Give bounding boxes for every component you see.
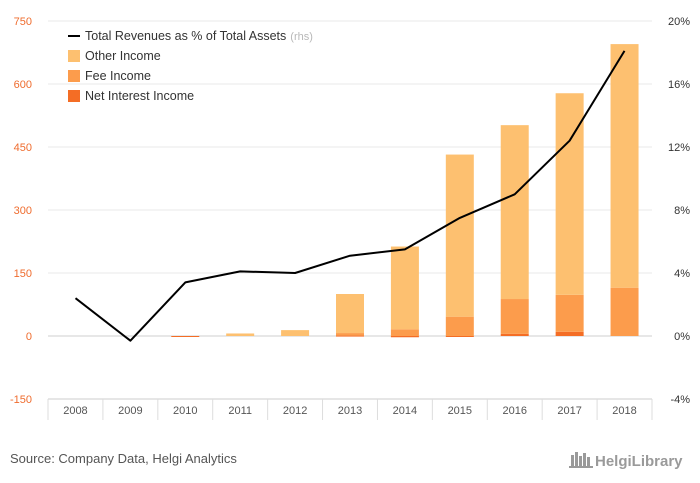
legend-swatch-fee-income (68, 70, 80, 82)
bar-other-income (281, 330, 310, 336)
y-tick-label: 750 (14, 16, 32, 28)
legend-label-net-interest-income: Net Interest Income (85, 89, 194, 103)
legend: Total Revenues as % of Total Assets (rhs)… (68, 29, 313, 103)
bar-layer (171, 44, 639, 338)
bar-net-interest-income (555, 331, 584, 336)
bar-other-income (445, 154, 474, 317)
x-tick-label: 2014 (393, 405, 417, 417)
bar-other-income (610, 44, 639, 288)
line-layer (74, 50, 626, 342)
bar-other-income (390, 246, 419, 330)
y2-tick-label: 0% (674, 331, 690, 343)
x-tick-label: 2012 (283, 405, 307, 417)
legend-label-other-income: Other Income (85, 49, 161, 63)
grid-layer (48, 20, 652, 400)
y2-tick-label: 4% (674, 268, 690, 280)
y-tick-label: 150 (14, 268, 32, 280)
legend-label-suffix: (rhs) (290, 31, 313, 43)
y-tick-label: 300 (14, 205, 32, 217)
x-tick-label: 2011 (228, 405, 252, 417)
x-tick-label: 2008 (63, 405, 87, 417)
y-tick-label: 450 (14, 142, 32, 154)
bar-net-interest-income (390, 336, 419, 338)
bar-fee-income (336, 333, 364, 336)
bar-fee-income (500, 299, 529, 334)
legend-label-text: Other Income (85, 49, 161, 63)
bar-net-interest-income (171, 336, 200, 337)
legend-label-text: Net Interest Income (85, 89, 194, 103)
x-tick-label: 2015 (448, 405, 472, 417)
brand-logo: HelgiLibrary (569, 452, 683, 470)
bar-net-interest-income (445, 336, 474, 337)
y-tick-label: 600 (14, 79, 32, 91)
x-tick-label: 2013 (338, 405, 362, 417)
bar-other-income (336, 294, 364, 334)
bar-net-interest-income (336, 335, 364, 337)
x-tick-label: 2018 (612, 405, 636, 417)
brand-name: HelgiLibrary (595, 453, 683, 470)
legend-label-total-revenues-as-of-total-assets: Total Revenues as % of Total Assets (rhs) (85, 29, 313, 43)
legend-label-text: Total Revenues as % of Total Assets (85, 29, 286, 43)
y2-tick-label: 12% (668, 142, 690, 154)
x-tick-label: 2009 (118, 405, 142, 417)
bar-fee-income (445, 316, 474, 336)
bar-other-income (500, 125, 529, 300)
legend-label-fee-income: Fee Income (85, 69, 151, 83)
y-tick-label: 0 (26, 331, 32, 343)
x-tick-label: 2016 (502, 405, 526, 417)
y2-tick-label: -4% (670, 394, 690, 406)
y-tick-label: -150 (10, 394, 32, 406)
y2-tick-label: 20% (668, 16, 690, 28)
line-total-revenues-pct-assets (74, 50, 626, 342)
x-tick-label: 2017 (557, 405, 581, 417)
source-note: Source: Company Data, Helgi Analytics (10, 451, 237, 466)
bar-fee-income (610, 287, 639, 336)
legend-swatch-other-income (68, 50, 80, 62)
bar-net-interest-income (500, 333, 529, 336)
y2-tick-label: 16% (668, 79, 690, 91)
y2-tick-label: 8% (674, 205, 690, 217)
x-tick-label: 2010 (173, 405, 197, 417)
library-icon (569, 452, 593, 468)
bar-other-income (226, 333, 255, 336)
axis-layer: -150 0 150 300 450 600 750 -4% 0% 4% 8% 12% 16% 20% 20… (10, 16, 690, 420)
legend-label-text: Fee Income (85, 69, 151, 83)
bar-fee-income (390, 329, 419, 336)
legend-swatch-net-interest-income (68, 90, 80, 102)
bar-fee-income (555, 294, 584, 332)
